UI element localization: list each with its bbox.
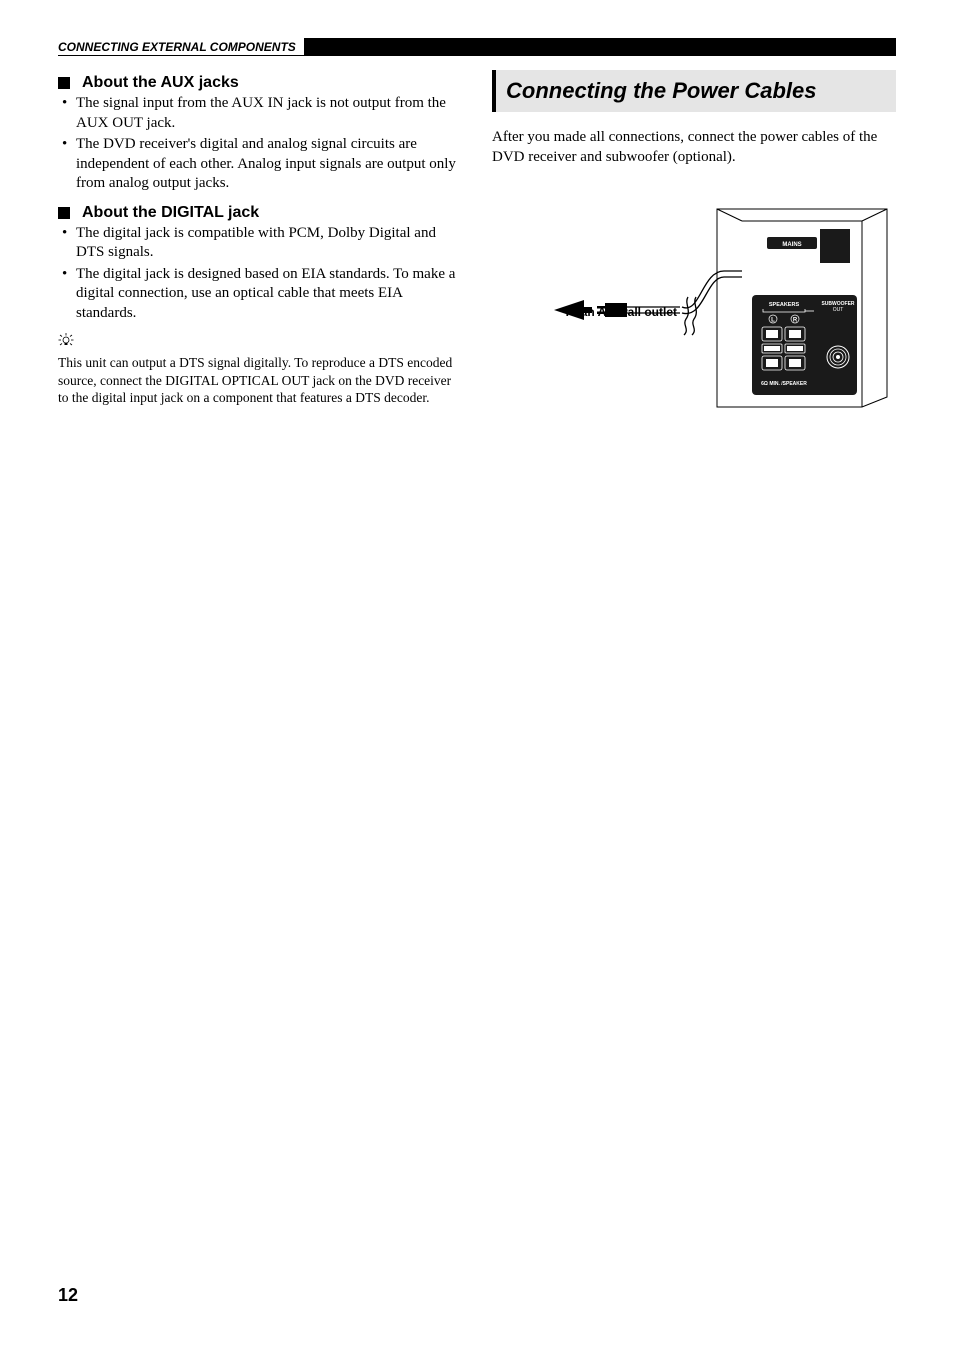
tip-paragraph: This unit can output a DTS signal digita…	[58, 354, 462, 407]
svg-text:R: R	[793, 318, 798, 324]
digital-bullet-list: The digital jack is compatible with PCM,…	[58, 224, 462, 324]
subhead-aux: About the AUX jacks	[58, 74, 462, 92]
mains-text: MAINS	[782, 242, 801, 248]
two-column-layout: About the AUX jacks The signal input fro…	[58, 64, 896, 417]
aux-bullet-2: The DVD receiver's digital and analog si…	[76, 135, 462, 194]
header-label: CONNECTING EXTERNAL COMPONENTS	[58, 38, 304, 56]
right-column: Connecting the Power Cables After you ma…	[492, 64, 896, 417]
header-fill	[304, 38, 896, 56]
left-column: About the AUX jacks The signal input fro…	[58, 64, 462, 417]
section-title-box: Connecting the Power Cables	[492, 70, 896, 112]
svg-text:OUT: OUT	[833, 307, 844, 313]
ac-outlet-label: To an AC wall outlet	[537, 305, 677, 319]
power-cable-diagram: To an AC wall outlet MAINS SPEAKERS	[492, 207, 896, 417]
page-number: 12	[58, 1285, 78, 1306]
aux-bullet-list: The signal input from the AUX IN jack is…	[58, 94, 462, 194]
section-title: Connecting the Power Cables	[506, 78, 886, 104]
square-bullet-icon	[58, 207, 70, 219]
subhead-digital: About the DIGITAL jack	[58, 204, 462, 222]
svg-text:L: L	[771, 318, 775, 324]
svg-text:SPEAKERS: SPEAKERS	[769, 302, 800, 308]
svg-text:6Ω MIN. /SPEAKER: 6Ω MIN. /SPEAKER	[761, 381, 807, 387]
aux-bullet-1: The signal input from the AUX IN jack is…	[76, 94, 462, 133]
subhead-aux-text: About the AUX jacks	[82, 74, 239, 92]
digital-bullet-1: The digital jack is compatible with PCM,…	[76, 224, 462, 263]
digital-bullet-2: The digital jack is designed based on EI…	[76, 265, 462, 324]
lightbulb-tip-icon	[58, 333, 462, 352]
square-bullet-icon	[58, 77, 70, 89]
header-strip: CONNECTING EXTERNAL COMPONENTS	[58, 38, 896, 56]
subhead-digital-text: About the DIGITAL jack	[82, 204, 259, 222]
section-intro: After you made all connections, connect …	[492, 128, 896, 167]
